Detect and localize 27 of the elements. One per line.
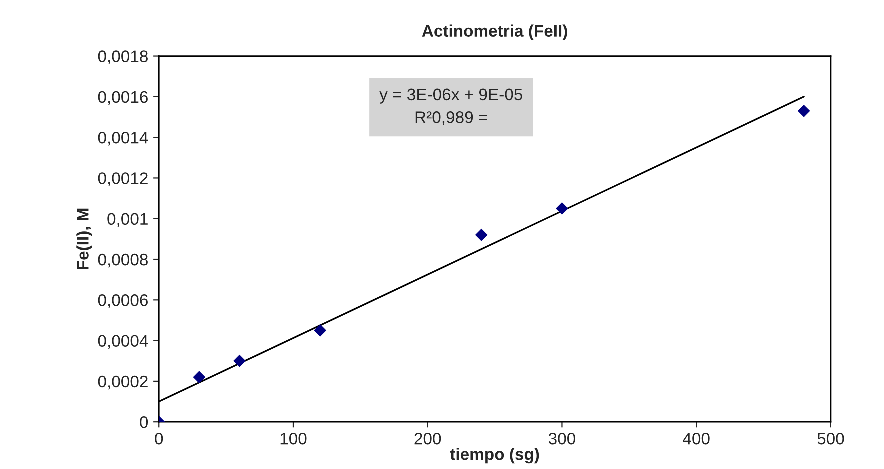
y-tick-label: 0,0002 [98,376,148,390]
annotation: y = 3E-06x + 9E-05 [380,88,522,104]
x-tick-label: 200 [414,432,442,445]
x-tick-label: 100 [280,432,307,445]
y-tick-label: 0,0014 [98,132,148,146]
point [193,371,206,384]
y-tick-label: 0,0004 [98,335,148,349]
point [314,324,327,337]
point [798,104,810,118]
y-axis-title: Fe(II), M [76,208,92,270]
x-tick-label: 400 [683,432,710,445]
x-tick-label: 300 [548,432,576,445]
y-tick-label: 0,0008 [98,254,148,268]
x-axis-title: tiempo (sg) [450,448,540,464]
chart-title: Actinometria (FeII) [422,24,568,40]
point [475,228,488,242]
y-tick-label: 0,001 [108,213,148,228]
x-tick-label: 0 [155,432,164,445]
point [234,354,246,368]
point [556,202,568,215]
y-tick-label: 0,0006 [98,294,148,308]
annotation: R²0,989 = [416,112,488,126]
y-tick-label: 0,0018 [98,50,148,64]
y-tick-label: 0 [140,416,148,428]
y-tick-label: 0,0016 [98,91,148,106]
x-tick-label: 500 [818,432,844,445]
y-tick-label: 0,0012 [98,172,148,186]
